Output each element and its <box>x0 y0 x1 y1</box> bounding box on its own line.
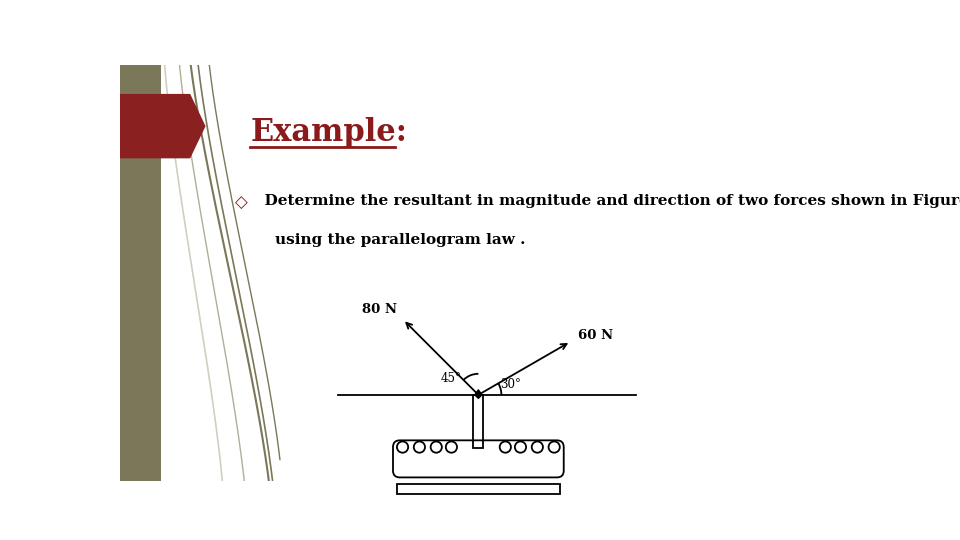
Polygon shape <box>475 390 482 399</box>
Polygon shape <box>120 94 205 158</box>
Bar <box>473 395 484 448</box>
Text: 45°: 45° <box>441 373 462 386</box>
Text: 80 N: 80 N <box>362 302 397 316</box>
Text: using the parallelogram law .: using the parallelogram law . <box>253 233 525 247</box>
Bar <box>396 484 560 494</box>
Text: 60 N: 60 N <box>578 329 612 342</box>
Text: Determine the resultant in magnitude and direction of two forces shown in Figure: Determine the resultant in magnitude and… <box>253 194 960 208</box>
Text: ◇: ◇ <box>235 194 248 212</box>
Text: 30°: 30° <box>500 377 521 390</box>
Text: Example:: Example: <box>251 117 407 148</box>
Bar <box>120 65 161 481</box>
